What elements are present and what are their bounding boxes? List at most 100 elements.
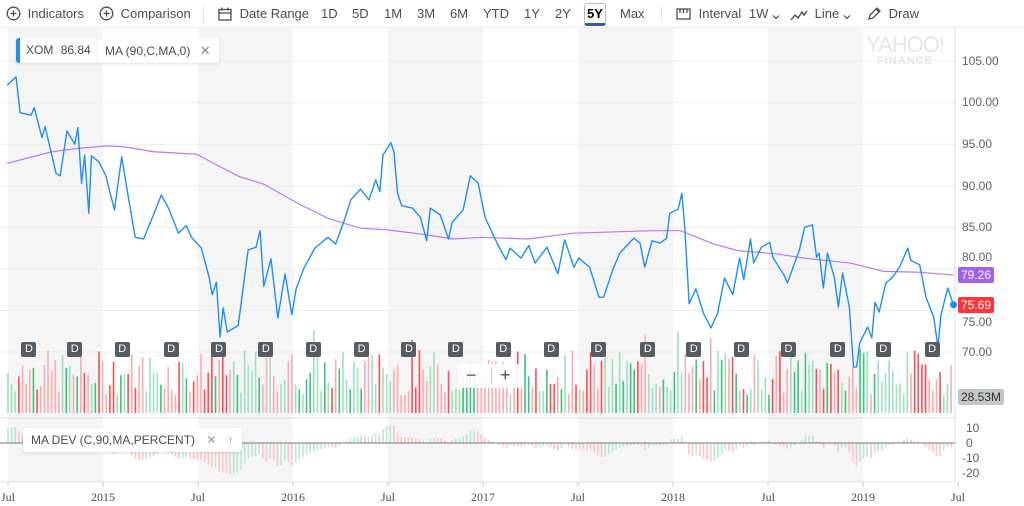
dividend-marker[interactable]: D [448, 342, 464, 357]
volume-bar [677, 332, 679, 413]
volume-bar [447, 371, 450, 413]
ma-dev-bar [520, 443, 523, 448]
zoom-in-button[interactable]: + [500, 365, 511, 385]
close-icon[interactable]: ✕ [206, 433, 217, 447]
dividend-marker[interactable]: D [258, 342, 274, 357]
dividend-marker[interactable]: D [640, 342, 656, 357]
ma-dev-bar [18, 430, 20, 443]
volume-bar [589, 352, 592, 413]
volume-bar [833, 372, 836, 413]
range-5d[interactable]: 5D [352, 6, 369, 21]
ma-dev-bar [221, 443, 224, 473]
volume-bar [822, 388, 825, 413]
plus-circle-icon [6, 6, 21, 21]
volume-bar [79, 352, 82, 413]
ma-dev-bar [935, 443, 938, 457]
dividend-marker[interactable]: D [875, 342, 891, 357]
volume-bar [538, 390, 541, 413]
ma-dev-bar [356, 435, 359, 443]
range-max[interactable]: Max [620, 6, 645, 21]
volume-bar [932, 390, 934, 413]
dividend-marker[interactable]: D [733, 342, 749, 357]
zoom-out-button[interactable]: − [466, 365, 477, 385]
ma-dev-bar [294, 443, 297, 463]
range-2y[interactable]: 2Y [555, 6, 571, 21]
volume-bar [7, 372, 9, 413]
range-1y[interactable]: 1Y [524, 6, 540, 21]
range-1d[interactable]: 1D [321, 6, 338, 21]
dividend-marker[interactable]: D [686, 342, 702, 357]
volume-bar [305, 379, 308, 413]
volume-bar [873, 373, 876, 413]
dividend-marker[interactable]: D [163, 342, 179, 357]
volume-bar [149, 357, 151, 413]
ma-dev-bar [906, 438, 909, 443]
ma-dev-bar [677, 438, 679, 443]
toolbar-divider [203, 6, 204, 22]
close-icon[interactable]: ✕ [199, 43, 211, 58]
date-range-button[interactable]: Date Range [218, 5, 309, 22]
dividend-marker[interactable]: D [590, 342, 606, 357]
ma-dev-legend[interactable]: MA DEV (C,90,MA,PERCENT) ✕ ↑ [23, 428, 242, 452]
dividend-marker[interactable]: D [305, 342, 321, 357]
ma-dev-bar [808, 435, 810, 443]
ma-dev-bar [709, 443, 712, 462]
volume-bar [567, 394, 570, 413]
volume-bar [859, 348, 861, 413]
volume-bar [739, 390, 741, 413]
dividend-marker[interactable]: D [21, 342, 37, 357]
indicators-button[interactable]: Indicators [6, 5, 84, 22]
volume-bar [648, 373, 650, 413]
ma-dev-bar [374, 433, 377, 443]
volume-bar [240, 392, 242, 413]
ma-dev-bar [735, 443, 738, 450]
ma-dev-bar [455, 438, 457, 443]
dividend-marker[interactable]: D [354, 342, 370, 357]
ma-dev-bar [626, 443, 628, 447]
arrow-up-icon[interactable]: ↑ [227, 433, 234, 447]
volume-bar [618, 352, 621, 413]
range-5y[interactable]: 5Y [584, 3, 606, 26]
volume-bar [207, 372, 210, 413]
dividend-marker[interactable]: D [401, 342, 417, 357]
dividend-marker[interactable]: D [543, 342, 559, 357]
dividend-marker[interactable]: D [114, 342, 130, 357]
dividend-marker[interactable]: D [780, 342, 796, 357]
dividend-marker[interactable]: D [67, 342, 83, 357]
comparison-button[interactable]: Comparison [99, 5, 191, 22]
interval-dropdown[interactable]: Interval 1W [676, 5, 780, 22]
volume-bar [171, 390, 173, 413]
volume-bar [156, 373, 159, 413]
ma-dev-bar [549, 443, 552, 447]
ma-dev-bar [513, 443, 515, 446]
volume-bar [298, 389, 301, 413]
ma-dev-bar [436, 437, 439, 443]
volume-bar [101, 361, 104, 413]
volume-bar [309, 372, 311, 413]
volume-bar [935, 379, 938, 413]
ma-legend[interactable]: MA (90,C,MA,0) ✕ [97, 38, 219, 63]
range-ytd[interactable]: YTD [483, 6, 509, 21]
chart-type-dropdown[interactable]: Line [790, 5, 851, 22]
draw-button[interactable]: Draw [867, 5, 919, 22]
ma-dev-bar [331, 443, 333, 448]
ma-dev-bar [509, 443, 512, 446]
dividend-marker[interactable]: D [924, 342, 940, 357]
symbol-legend[interactable]: XOM 86.84 [16, 38, 99, 63]
dividend-marker[interactable]: D [211, 342, 227, 357]
dividend-marker[interactable]: D [830, 342, 846, 357]
ma-dev-bar [480, 433, 483, 443]
ma-dev-bar [640, 443, 643, 447]
volume-bar [844, 390, 847, 413]
chart-toolbar: Indicators Comparison Date Range 1D 5D 1… [0, 0, 1024, 28]
range-6m[interactable]: 6M [450, 6, 469, 21]
ma-dev-bar [323, 443, 326, 449]
range-3m[interactable]: 3M [417, 6, 436, 21]
dividend-marker[interactable]: D [495, 342, 511, 357]
ma-dev-bar [942, 443, 945, 451]
ma-dev-bar [487, 439, 490, 443]
ma-dev-bar [211, 443, 213, 468]
range-1m[interactable]: 1M [384, 6, 403, 21]
volume-bar [105, 393, 108, 413]
volume-bar [25, 384, 27, 413]
